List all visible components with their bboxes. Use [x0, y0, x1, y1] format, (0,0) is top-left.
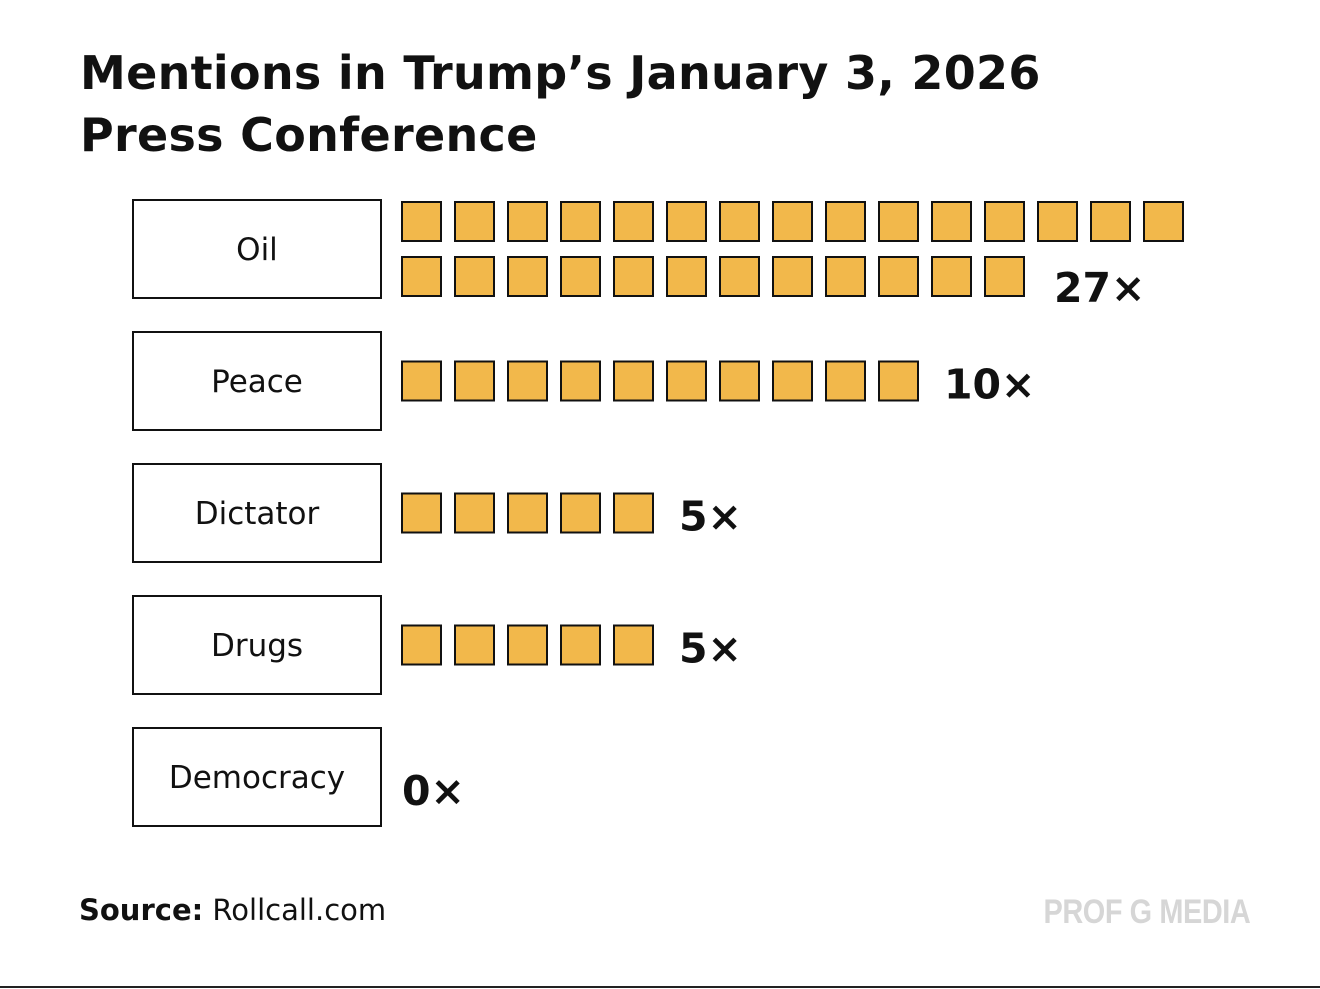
mention-square-dictator	[507, 492, 548, 534]
value-label-oil: 27×	[1054, 264, 1145, 312]
mention-square-drugs	[613, 624, 654, 666]
value-label-drugs: 5×	[679, 625, 742, 673]
mention-square-oil	[560, 201, 601, 242]
category-box-democracy	[132, 727, 382, 827]
mention-square-oil	[1090, 201, 1131, 242]
mention-square-dictator	[401, 492, 442, 534]
mention-square-drugs	[401, 624, 442, 666]
category-label-democracy: Democracy	[169, 760, 345, 796]
mention-square-peace	[613, 360, 654, 402]
mention-square-oil	[1037, 201, 1078, 242]
mention-square-oil	[454, 256, 495, 297]
mention-square-dictator	[454, 492, 495, 534]
category-box-peace	[132, 331, 382, 431]
mention-square-oil	[666, 201, 707, 242]
mention-square-peace	[666, 360, 707, 402]
mention-square-oil	[878, 201, 919, 242]
mention-square-oil	[507, 201, 548, 242]
mention-square-oil	[507, 256, 548, 297]
category-label-drugs: Drugs	[211, 628, 303, 664]
mention-square-drugs	[454, 624, 495, 666]
mention-square-oil	[984, 201, 1025, 242]
mention-square-oil	[931, 201, 972, 242]
mention-square-oil	[613, 201, 654, 242]
mention-square-oil	[401, 201, 442, 242]
mention-square-dictator	[560, 492, 601, 534]
mention-square-peace	[401, 360, 442, 402]
mention-square-oil	[454, 201, 495, 242]
chart-title-line-1: Mentions in Trump’s January 3, 2026	[80, 46, 1041, 100]
mention-square-peace	[454, 360, 495, 402]
value-label-democracy: 0×	[402, 767, 465, 815]
mention-square-oil	[613, 256, 654, 297]
mention-square-oil	[878, 256, 919, 297]
mention-square-peace	[878, 360, 919, 402]
mention-square-peace	[507, 360, 548, 402]
value-label-peace: 10×	[944, 361, 1035, 409]
source-value: Rollcall.com	[203, 893, 387, 927]
value-label-dictator: 5×	[679, 493, 742, 541]
mention-square-oil	[825, 256, 866, 297]
mention-square-oil	[772, 201, 813, 242]
mention-square-oil	[719, 201, 760, 242]
mention-square-dictator	[613, 492, 654, 534]
mention-square-oil	[984, 256, 1025, 297]
mention-square-peace	[560, 360, 601, 402]
mention-square-peace	[772, 360, 813, 402]
mention-square-oil	[1143, 201, 1184, 242]
mention-square-drugs	[507, 624, 548, 666]
pictogram-chart: Oil 27× Peace 10× Dictator 5× Drugs 5× Democracy…	[132, 199, 1184, 827]
mention-square-drugs	[560, 624, 601, 666]
category-box-oil	[132, 199, 382, 299]
category-label-oil: Oil	[236, 232, 278, 268]
chart-title: Mentions in Trump’s January 3, 2026 Pres…	[80, 42, 1180, 166]
chart-title-line-2: Press Conference	[80, 108, 538, 162]
mention-square-oil	[666, 256, 707, 297]
brand-watermark: PROF G MEDIA	[1043, 893, 1250, 931]
bottom-divider	[0, 986, 1320, 988]
category-label-dictator: Dictator	[195, 496, 320, 532]
mention-square-oil	[825, 201, 866, 242]
source-note: Source: Rollcall.com	[79, 890, 386, 930]
mention-square-oil	[719, 256, 760, 297]
mention-square-peace	[719, 360, 760, 402]
mention-square-peace	[825, 360, 866, 402]
category-label-peace: Peace	[211, 364, 303, 400]
mention-square-oil	[560, 256, 601, 297]
source-label: Source:	[79, 893, 204, 927]
category-box-dictator	[132, 463, 382, 563]
mention-square-oil	[772, 256, 813, 297]
mention-square-oil	[401, 256, 442, 297]
category-box-drugs	[132, 595, 382, 695]
mention-square-oil	[931, 256, 972, 297]
